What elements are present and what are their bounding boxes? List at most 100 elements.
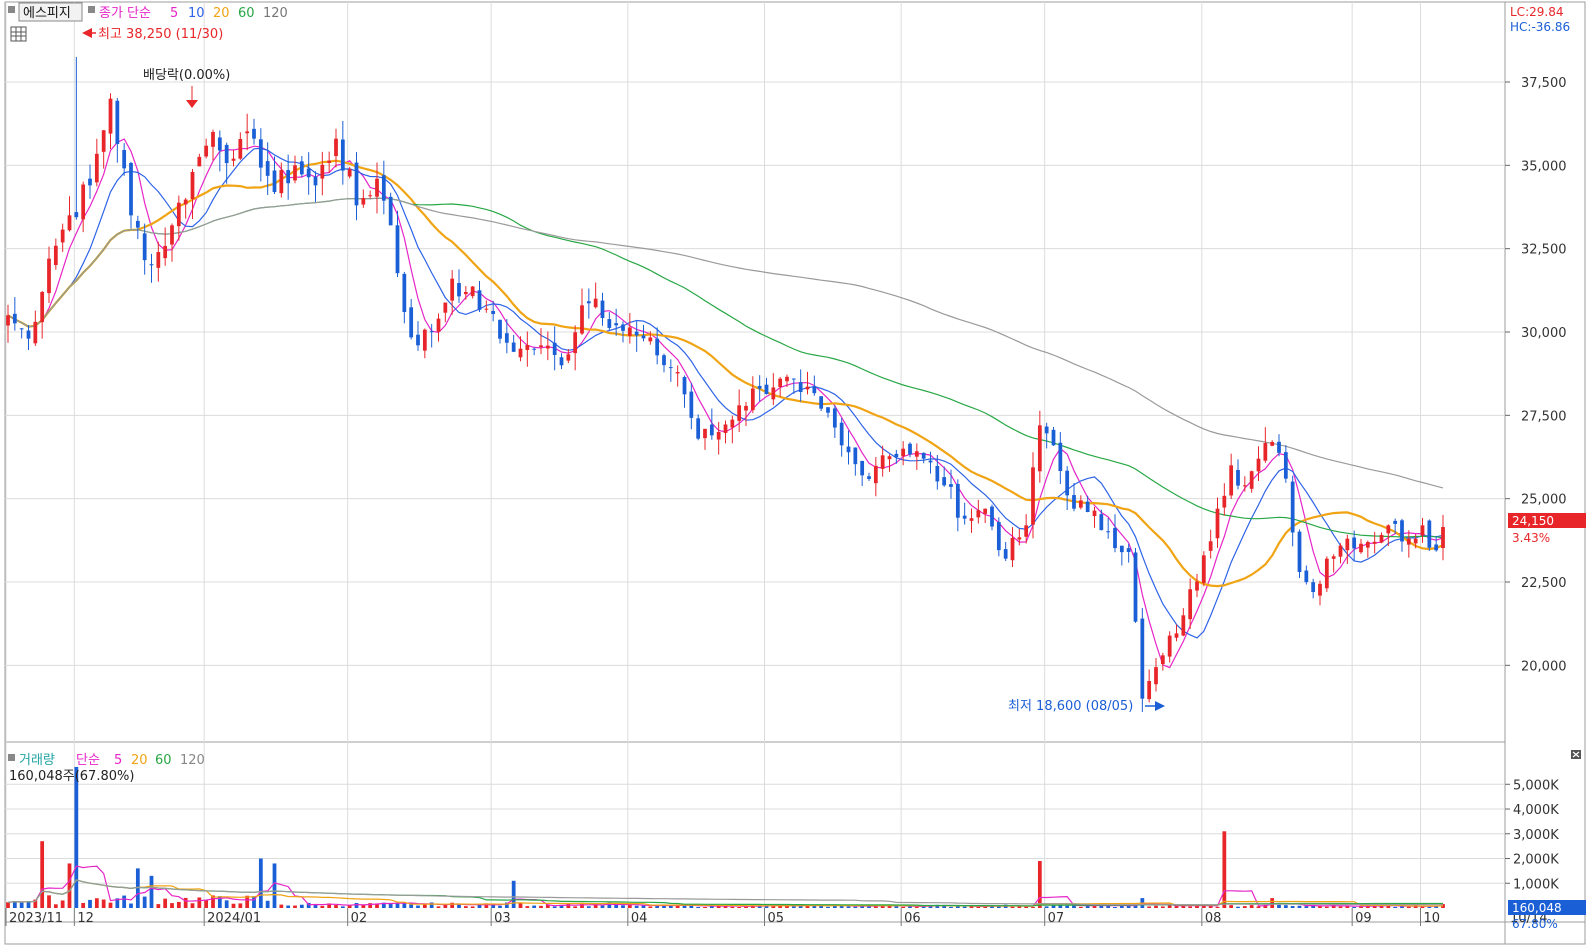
candle-body — [477, 290, 482, 310]
volume-bar — [463, 906, 468, 908]
candle — [491, 300, 496, 322]
volume-bar — [1031, 907, 1035, 909]
volume-bar — [627, 904, 632, 908]
candle-body — [819, 396, 824, 409]
candle-body — [1359, 543, 1363, 553]
candle-body — [1181, 615, 1186, 636]
candle-body — [791, 378, 796, 380]
candle — [354, 152, 359, 221]
candle-body — [108, 98, 113, 134]
volume-bar — [101, 899, 106, 908]
volume-bar — [6, 902, 10, 908]
candle-body — [976, 510, 981, 518]
candle — [990, 504, 994, 531]
candle — [238, 132, 243, 160]
candle — [901, 441, 906, 466]
candle-body — [40, 292, 45, 323]
table-icon[interactable] — [10, 26, 27, 42]
candle — [334, 128, 338, 168]
low-label: 최저 18,600 (08/05) — [1008, 699, 1133, 714]
candle-body — [402, 273, 407, 312]
volume-bar — [122, 895, 127, 908]
volume-bar — [197, 897, 202, 908]
candle — [1010, 527, 1015, 568]
volume-bar — [1099, 904, 1104, 908]
volume-bar — [395, 902, 400, 908]
candle-body — [785, 376, 789, 382]
candle — [6, 304, 10, 343]
candle — [614, 308, 619, 336]
candle — [293, 155, 297, 184]
volume-bar — [279, 904, 284, 908]
candle — [1365, 540, 1370, 558]
candle-body — [368, 195, 373, 197]
candle-body — [197, 156, 202, 167]
candle-body — [675, 372, 680, 374]
candle — [101, 129, 106, 169]
candle-body — [26, 330, 31, 339]
candle-body — [1400, 520, 1404, 542]
price-tick-label: 25,000 — [1521, 493, 1567, 508]
candle — [846, 430, 851, 465]
candle — [655, 327, 660, 365]
volume-tick-label: 4,000K — [1513, 803, 1559, 818]
candle — [1331, 554, 1336, 573]
volume-bar — [81, 902, 86, 908]
volume-bar — [217, 896, 222, 908]
volume-badge-value: 160,048 — [1512, 901, 1562, 915]
candle — [928, 451, 933, 474]
candle — [1085, 495, 1090, 513]
candle — [873, 457, 878, 497]
volume-bar — [320, 905, 325, 908]
candle-body — [163, 245, 168, 259]
candle-body — [122, 150, 127, 169]
candle-body — [532, 348, 537, 350]
candle-body — [750, 388, 755, 411]
candle-body — [901, 448, 906, 457]
volume-ma120-line — [7, 879, 1443, 906]
grid — [5, 2, 1505, 908]
candle-body — [1420, 525, 1425, 536]
candle-body — [211, 132, 215, 147]
candle — [436, 313, 441, 342]
candle-body — [436, 318, 441, 332]
volume-bar — [429, 902, 434, 908]
candle-body — [1427, 520, 1432, 548]
volume-bar — [388, 903, 393, 908]
volume-bar — [163, 898, 168, 908]
volume-bar — [853, 906, 858, 908]
candle-body — [914, 451, 919, 457]
candle — [313, 171, 318, 203]
volume-bar — [791, 906, 796, 908]
candle — [969, 508, 974, 533]
candle-body — [409, 307, 414, 338]
candle-body — [170, 225, 174, 245]
volume-bar — [1078, 906, 1083, 908]
volume-bar — [812, 904, 817, 908]
candle-body — [354, 162, 359, 206]
candle — [1427, 519, 1432, 551]
candle-body — [607, 319, 612, 328]
candle — [176, 195, 181, 241]
candle — [1119, 545, 1124, 566]
volume-bar — [19, 902, 24, 908]
candle — [108, 93, 113, 149]
candle — [197, 153, 202, 167]
candle-body — [1304, 570, 1309, 583]
volume-bar — [908, 906, 912, 908]
tab-symbol[interactable] — [18, 2, 83, 22]
candle — [1400, 518, 1404, 552]
candle-body — [381, 175, 386, 201]
candle — [1147, 669, 1152, 703]
candle — [518, 336, 523, 362]
candle — [217, 130, 222, 172]
x-tick-label: 2024/01 — [207, 911, 261, 926]
volume-bar — [593, 903, 598, 908]
y-axis-ticks: 20,000 22,500 25,000 27,500 30,000 32,500 35,0… — [1505, 76, 1567, 892]
volume-bar — [60, 900, 65, 908]
candle-body — [744, 405, 748, 411]
candle — [1174, 624, 1179, 642]
x-axis-strip — [4, 921, 1506, 945]
candle — [812, 375, 817, 396]
